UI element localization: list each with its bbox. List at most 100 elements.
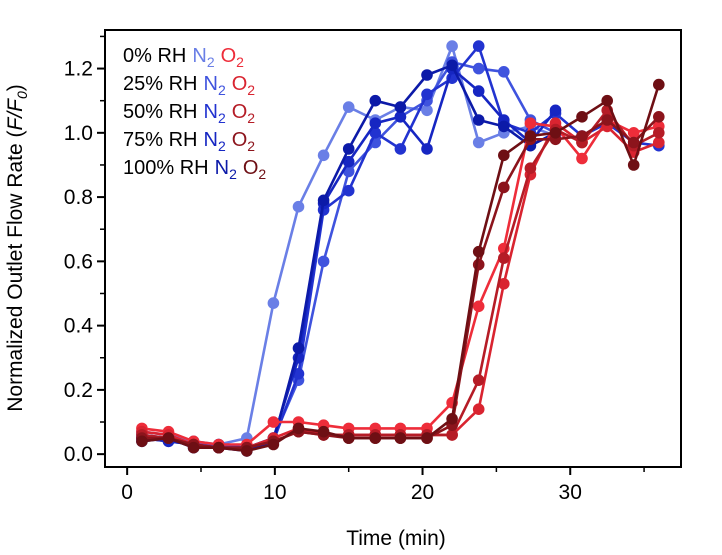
data-point <box>653 136 665 149</box>
data-point <box>524 162 537 174</box>
series-75-rh-n2 <box>136 62 562 454</box>
legend-o2-sub: 2 <box>247 138 255 154</box>
legend-n2: N <box>215 157 229 179</box>
legend-o2: O <box>232 101 248 123</box>
data-point <box>292 342 305 354</box>
series-25-rh-n2 <box>136 56 562 454</box>
data-point <box>136 435 148 448</box>
legend-o2-sub: 2 <box>247 110 255 126</box>
legend-o2: O <box>232 129 248 151</box>
data-point <box>549 127 562 139</box>
y-axis-title-var: F <box>4 117 27 131</box>
y-axis-title-slash: / <box>4 110 27 120</box>
data-point <box>549 104 562 117</box>
series-line <box>141 67 557 450</box>
data-point <box>267 416 280 428</box>
data-point <box>317 194 330 207</box>
data-point <box>472 374 485 387</box>
legend-rh: 50% RH <box>123 101 197 123</box>
legend-o2-sub: 2 <box>258 166 266 182</box>
data-point <box>472 300 485 313</box>
y-tick-label: 0.2 <box>64 379 93 402</box>
data-point <box>627 159 640 171</box>
legend-rh: 25% RH <box>123 73 197 95</box>
data-point <box>212 441 225 454</box>
data-point <box>446 429 458 441</box>
data-point <box>317 149 330 162</box>
data-point <box>472 40 485 52</box>
legend-n2: N <box>203 101 217 123</box>
data-point <box>498 278 510 290</box>
y-axis-title-sub: 0 <box>14 91 30 99</box>
y-tick-label: 0.0 <box>64 443 93 466</box>
x-tick-label: 0 <box>121 481 133 504</box>
data-point <box>627 136 640 149</box>
axis-ticks: 0 10 20 30 0.0 0.2 0.4 0.6 0.8 1.0 1.2 <box>64 35 645 504</box>
legend-n2-sub: 2 <box>207 54 215 70</box>
data-point <box>653 127 665 139</box>
y-axis-title-prefix: Normalized Outlet Flow Rate ( <box>4 131 27 412</box>
legend-o2: O <box>232 73 248 95</box>
legend-o2-sub: 2 <box>236 54 244 70</box>
data-point <box>524 130 537 142</box>
legend-row-1: 25% RH N2 O2 <box>123 73 255 98</box>
plot-frame <box>104 29 682 468</box>
legend: 0% RH N2 O2 25% RH N2 O2 50% RH N2 O2 75% RH N2… <box>123 45 266 182</box>
data-point <box>369 117 382 129</box>
data-point <box>601 94 613 107</box>
data-point <box>342 101 355 113</box>
data-point <box>446 40 458 52</box>
data-point <box>446 413 458 425</box>
x-axis-title: Time (min) <box>346 527 446 550</box>
data-point <box>472 114 485 126</box>
legend-n2: N <box>203 129 217 151</box>
data-point <box>498 66 510 78</box>
data-point <box>342 184 355 197</box>
data-point <box>576 111 588 123</box>
data-point <box>653 78 665 91</box>
data-point <box>446 59 458 72</box>
data-point <box>576 152 588 165</box>
x-tick-label: 30 <box>559 481 582 504</box>
y-tick-label: 1.0 <box>64 122 93 145</box>
legend-row-4: 100% RH N2 O2 <box>123 157 266 182</box>
data-point <box>317 425 330 438</box>
data-point <box>576 130 588 142</box>
legend-row-2: 50% RH N2 O2 <box>123 101 255 126</box>
data-point <box>472 136 485 149</box>
legend-n2-sub: 2 <box>218 138 226 154</box>
data-point <box>472 62 485 75</box>
data-point <box>653 111 665 123</box>
data-point <box>498 149 510 162</box>
data-point <box>498 181 510 194</box>
series-100-rh-n2 <box>136 59 562 457</box>
data-point <box>524 117 537 129</box>
data-point <box>267 297 280 309</box>
data-point <box>498 252 510 264</box>
data-point <box>292 200 305 213</box>
legend-o2-sub: 2 <box>247 82 255 98</box>
data-point <box>369 127 382 139</box>
data-point <box>394 101 407 113</box>
legend-rh: 75% RH <box>123 129 197 151</box>
data-point <box>394 432 407 444</box>
data-point <box>421 104 433 117</box>
data-point <box>292 422 305 435</box>
data-point <box>267 438 280 451</box>
data-point <box>394 111 407 123</box>
legend-n2: N <box>203 73 217 95</box>
legend-row-3: 75% RH N2 O2 <box>123 129 255 154</box>
series-100-rh-o2 <box>136 78 665 457</box>
data-point <box>472 245 485 258</box>
data-point <box>394 143 407 155</box>
data-point <box>187 441 200 454</box>
data-point <box>421 143 433 155</box>
data-point <box>317 255 330 268</box>
data-point <box>369 432 382 444</box>
plot-layer <box>136 40 665 457</box>
y-tick-label: 0.4 <box>64 315 94 338</box>
series-line <box>141 64 557 453</box>
data-point <box>421 69 433 81</box>
x-tick-label: 10 <box>263 481 286 504</box>
